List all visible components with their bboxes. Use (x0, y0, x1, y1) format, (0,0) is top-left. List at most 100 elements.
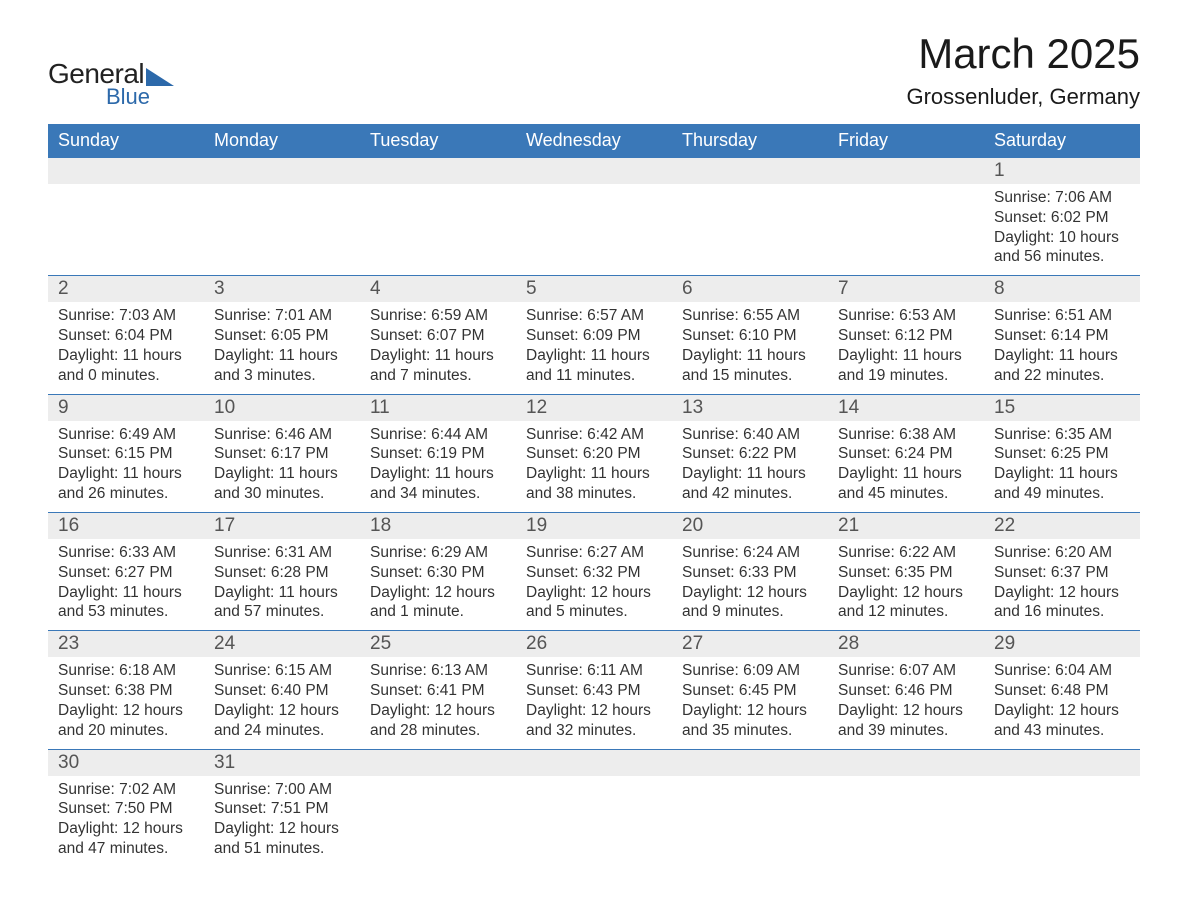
sunset-line: Sunset: 6:19 PM (370, 444, 506, 464)
sunset-line: Sunset: 6:28 PM (214, 563, 350, 583)
day-number-cell: 4 (360, 276, 516, 303)
sunrise-line: Sunrise: 7:03 AM (58, 306, 194, 326)
sunrise-line: Sunrise: 6:31 AM (214, 543, 350, 563)
sunset-line: Sunset: 6:30 PM (370, 563, 506, 583)
day-data-cell (516, 184, 672, 276)
day-number: 11 (360, 395, 516, 421)
sunrise-line: Sunrise: 6:11 AM (526, 661, 662, 681)
daylight-line: Daylight: 11 hours and 45 minutes. (838, 464, 974, 504)
sunrise-line: Sunrise: 7:02 AM (58, 780, 194, 800)
day-number-cell: 9 (48, 394, 204, 421)
header: General Blue March 2025 Grossenluder, Ge… (48, 30, 1140, 110)
weekday-header-row: SundayMondayTuesdayWednesdayThursdayFrid… (48, 124, 1140, 158)
day-number-cell: 29 (984, 631, 1140, 658)
daylight-line: Daylight: 11 hours and 19 minutes. (838, 346, 974, 386)
daylight-line: Daylight: 11 hours and 53 minutes. (58, 583, 194, 623)
day-number-cell (360, 749, 516, 776)
sunset-line: Sunset: 6:43 PM (526, 681, 662, 701)
day-number-cell (516, 158, 672, 185)
location-subtitle: Grossenluder, Germany (906, 84, 1140, 110)
day-data-cell: Sunrise: 6:42 AMSunset: 6:20 PMDaylight:… (516, 421, 672, 513)
sunset-line: Sunset: 6:38 PM (58, 681, 194, 701)
sunset-line: Sunset: 7:50 PM (58, 799, 194, 819)
day-data-cell: Sunrise: 7:01 AMSunset: 6:05 PMDaylight:… (204, 302, 360, 394)
day-data-cell: Sunrise: 6:33 AMSunset: 6:27 PMDaylight:… (48, 539, 204, 631)
day-data-cell: Sunrise: 6:18 AMSunset: 6:38 PMDaylight:… (48, 657, 204, 749)
daylight-line: Daylight: 12 hours and 20 minutes. (58, 701, 194, 741)
day-number-cell (828, 749, 984, 776)
day-data-cell: Sunrise: 6:55 AMSunset: 6:10 PMDaylight:… (672, 302, 828, 394)
day-number-cell: 27 (672, 631, 828, 658)
sunrise-line: Sunrise: 6:24 AM (682, 543, 818, 563)
day-data-cell: Sunrise: 6:04 AMSunset: 6:48 PMDaylight:… (984, 657, 1140, 749)
sunrise-line: Sunrise: 7:06 AM (994, 188, 1130, 208)
day-number-cell: 10 (204, 394, 360, 421)
day-data-cell (516, 776, 672, 867)
sunset-line: Sunset: 6:05 PM (214, 326, 350, 346)
sunset-line: Sunset: 6:04 PM (58, 326, 194, 346)
day-number: 18 (360, 513, 516, 539)
day-data-cell: Sunrise: 6:24 AMSunset: 6:33 PMDaylight:… (672, 539, 828, 631)
day-data-cell: Sunrise: 6:20 AMSunset: 6:37 PMDaylight:… (984, 539, 1140, 631)
day-data-cell: Sunrise: 6:09 AMSunset: 6:45 PMDaylight:… (672, 657, 828, 749)
day-number-cell: 24 (204, 631, 360, 658)
sunrise-line: Sunrise: 6:20 AM (994, 543, 1130, 563)
day-number-cell: 22 (984, 512, 1140, 539)
day-number-cell (360, 158, 516, 185)
sunset-line: Sunset: 7:51 PM (214, 799, 350, 819)
day-number: 16 (48, 513, 204, 539)
day-number-cell: 13 (672, 394, 828, 421)
sunrise-line: Sunrise: 7:01 AM (214, 306, 350, 326)
sunrise-line: Sunrise: 6:22 AM (838, 543, 974, 563)
day-data-cell: Sunrise: 6:49 AMSunset: 6:15 PMDaylight:… (48, 421, 204, 513)
day-number-cell: 30 (48, 749, 204, 776)
day-data-cell (48, 184, 204, 276)
weekday-header: Thursday (672, 124, 828, 158)
daylight-line: Daylight: 12 hours and 24 minutes. (214, 701, 350, 741)
sunrise-line: Sunrise: 6:07 AM (838, 661, 974, 681)
sunset-line: Sunset: 6:32 PM (526, 563, 662, 583)
day-data-cell: Sunrise: 6:13 AMSunset: 6:41 PMDaylight:… (360, 657, 516, 749)
day-data-cell (828, 184, 984, 276)
day-number-row: 23242526272829 (48, 631, 1140, 658)
day-number-cell (204, 158, 360, 185)
weekday-header: Monday (204, 124, 360, 158)
day-number: 26 (516, 631, 672, 657)
day-data-cell: Sunrise: 6:51 AMSunset: 6:14 PMDaylight:… (984, 302, 1140, 394)
day-number-cell: 1 (984, 158, 1140, 185)
daylight-line: Daylight: 12 hours and 12 minutes. (838, 583, 974, 623)
day-number-cell: 12 (516, 394, 672, 421)
day-number-cell (672, 158, 828, 185)
sunset-line: Sunset: 6:02 PM (994, 208, 1130, 228)
day-number-cell: 17 (204, 512, 360, 539)
day-number-row: 2345678 (48, 276, 1140, 303)
day-number-cell (984, 749, 1140, 776)
logo: General Blue (48, 58, 174, 110)
daylight-line: Daylight: 12 hours and 47 minutes. (58, 819, 194, 859)
sunrise-line: Sunrise: 6:44 AM (370, 425, 506, 445)
month-title: March 2025 (906, 30, 1140, 78)
daylight-line: Daylight: 11 hours and 34 minutes. (370, 464, 506, 504)
day-data-row: Sunrise: 7:03 AMSunset: 6:04 PM Daylight:… (48, 302, 1140, 394)
day-data-cell: Sunrise: 6:22 AMSunset: 6:35 PMDaylight:… (828, 539, 984, 631)
day-number-cell: 16 (48, 512, 204, 539)
day-number: 25 (360, 631, 516, 657)
day-number: 22 (984, 513, 1140, 539)
day-number-cell: 28 (828, 631, 984, 658)
sunrise-line: Sunrise: 6:40 AM (682, 425, 818, 445)
day-data-row: Sunrise: 7:02 AMSunset: 7:50 PMDaylight:… (48, 776, 1140, 867)
day-number: 14 (828, 395, 984, 421)
day-number-row: 16171819202122 (48, 512, 1140, 539)
day-number: 8 (984, 276, 1140, 302)
daylight-line: Daylight: 11 hours and 11 minutes. (526, 346, 662, 386)
day-number-cell: 19 (516, 512, 672, 539)
sunrise-line: Sunrise: 6:53 AM (838, 306, 974, 326)
day-number: 17 (204, 513, 360, 539)
daylight-line: Daylight: 11 hours and 42 minutes. (682, 464, 818, 504)
daylight-line: Daylight: 12 hours and 32 minutes. (526, 701, 662, 741)
sunrise-line: Sunrise: 6:42 AM (526, 425, 662, 445)
day-number-cell: 6 (672, 276, 828, 303)
daylight-line: Daylight: 11 hours and 15 minutes. (682, 346, 818, 386)
daylight-line: Daylight: 11 hours and 22 minutes. (994, 346, 1130, 386)
day-data-cell: Sunrise: 7:03 AMSunset: 6:04 PMDaylight:… (48, 302, 204, 394)
